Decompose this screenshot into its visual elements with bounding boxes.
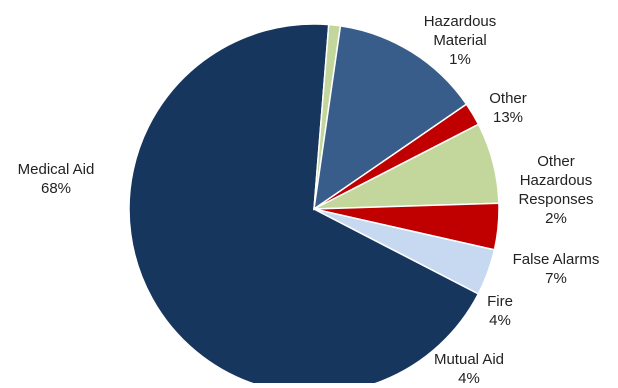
label-medical-aid-name: Medical Aid xyxy=(17,161,95,178)
label-ohr-line3: Responses xyxy=(518,191,594,208)
label-ohr-line2: Hazardous xyxy=(519,172,593,189)
label-mutual-aid-name: Mutual Aid xyxy=(433,351,505,368)
pie-slice-medical-aid xyxy=(128,23,480,383)
label-ohr-pct: 2% xyxy=(545,210,567,227)
pie-slice-mutual-aid xyxy=(313,208,496,295)
label-fire-name: Fire xyxy=(487,293,513,310)
label-other-pct: 13% xyxy=(492,109,524,126)
label-other: Other 13% xyxy=(468,89,548,127)
label-mutual-aid: Mutual Aid 4% xyxy=(414,350,524,388)
label-hazardous-material-pct: 1% xyxy=(449,51,471,68)
label-fire-pct: 4% xyxy=(489,312,511,329)
label-hazardous-material: Hazardous Material 1% xyxy=(410,12,510,69)
label-medical-aid-pct: 68% xyxy=(40,180,72,197)
pie-slice-other xyxy=(313,25,468,211)
label-false-alarms-name: False Alarms xyxy=(512,251,600,268)
label-fire: Fire 4% xyxy=(470,292,530,330)
label-false-alarms: False Alarms 7% xyxy=(496,250,616,288)
label-ohr-line1: Other xyxy=(537,153,575,170)
label-other-hazardous-responses: Other Hazardous Responses 2% xyxy=(500,152,612,228)
label-false-alarms-pct: 7% xyxy=(545,270,567,287)
label-hazardous-material-line1: Hazardous xyxy=(423,13,497,30)
label-mutual-aid-pct: 4% xyxy=(458,370,480,387)
label-other-name: Other xyxy=(489,90,527,107)
label-hazardous-material-line2: Material xyxy=(433,32,487,49)
label-medical-aid: Medical Aid 68% xyxy=(6,160,106,198)
